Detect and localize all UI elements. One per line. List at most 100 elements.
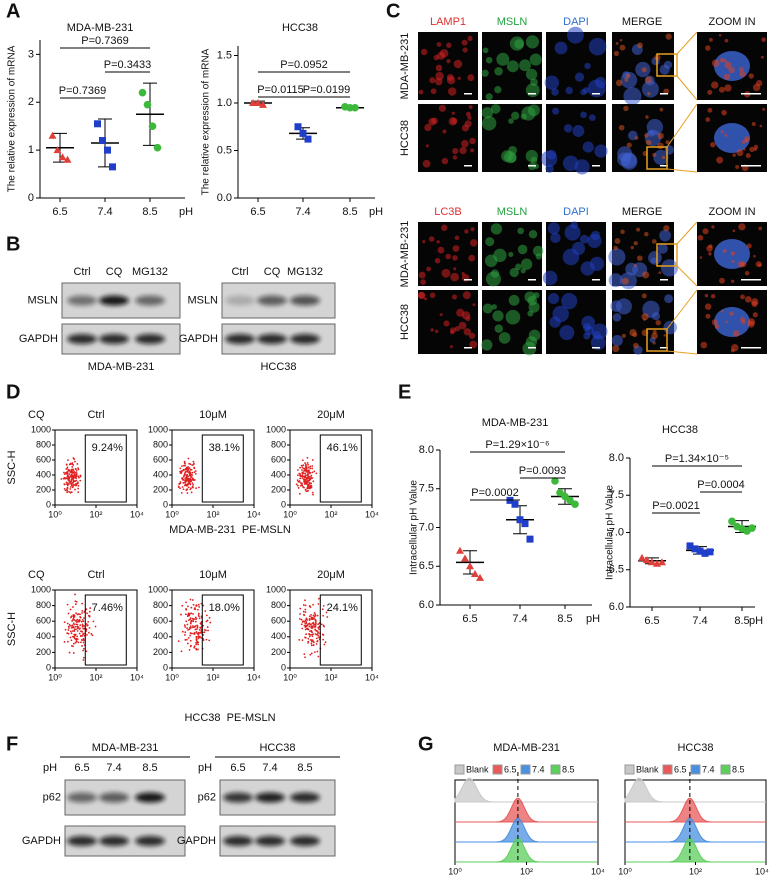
x-tick-label: 8.5 [342,206,357,218]
cell [418,291,426,299]
cell [657,243,668,254]
cell [664,294,673,304]
event [192,483,195,486]
cell [659,229,671,242]
p-value: P=1.34×10⁻⁵ [665,453,729,465]
cell [490,103,501,114]
event [197,632,200,635]
y-tick-label: 0 [46,662,51,672]
event [79,634,82,637]
event [296,469,299,471]
cell [645,76,653,84]
event [82,656,85,659]
event [69,608,72,611]
cell [435,64,443,72]
band [290,334,320,344]
event [302,604,305,606]
event [183,633,186,636]
cell [623,87,642,106]
event [69,481,71,484]
event [305,469,308,472]
legend-label: 8.5 [562,764,575,774]
cell [615,298,632,315]
cell [490,223,503,235]
event [197,614,200,616]
lane-label: 7.4 [106,762,121,774]
event [190,468,193,471]
legend-label: 6.5 [674,764,687,774]
cell [574,72,585,82]
cell [527,310,534,317]
cell [435,71,444,81]
event [193,471,196,474]
point [461,554,469,562]
event [66,622,69,625]
event [310,629,313,632]
event [190,491,193,494]
event [79,613,81,616]
cell [452,155,458,160]
event [195,648,198,651]
p-value: P=0.0952 [280,59,327,71]
cell [584,62,591,70]
event [301,627,304,630]
cell [644,133,649,138]
y-tick-label: 600 [271,454,286,464]
event [181,630,184,633]
channel-header: LAMP1 [430,16,466,28]
cell [494,67,503,76]
cell [525,336,538,348]
event [77,475,80,478]
event [309,485,312,487]
x-tick-label: 10⁴ [247,509,261,519]
event [87,631,90,634]
event [320,623,323,626]
x-tick-label: 10² [520,866,533,876]
event [196,626,199,629]
legend-swatch [520,764,531,775]
row-label: GAPDH [22,835,61,847]
cell [525,68,538,81]
y-tick-label: 6.5 [419,560,434,572]
event [197,608,199,611]
chart-title: MDA-MB-231 [482,417,549,429]
lane-label: 6.5 [230,762,245,774]
cell [744,136,750,142]
event [66,491,69,494]
cell [749,146,755,153]
treatment-label: CQ [28,409,45,421]
event [64,483,66,486]
gate [201,594,244,666]
event [301,639,304,642]
zoom-line [666,103,698,173]
event [70,626,73,629]
event [183,473,186,476]
cell [565,86,573,95]
event [316,640,318,643]
y-tick-label: 600 [271,616,286,626]
y-tick-label: 1000 [266,424,286,434]
event [193,479,196,481]
event [306,462,309,464]
event [207,629,209,632]
cell [731,279,735,283]
event [81,623,84,626]
x-tick-label: 10⁰ [618,866,632,876]
x-tick-label: 10⁰ [283,509,297,519]
event [316,637,318,640]
event [187,480,190,483]
event [192,486,194,489]
y-tick-label: 0.0 [217,192,232,204]
y-tick-label: 0 [28,192,34,204]
condition-label: Ctrl [87,409,104,421]
p-value: P=0.0021 [652,500,699,512]
channel-header: DAPI [563,206,589,218]
chart-title: HCC38 [662,424,698,436]
event [189,483,192,486]
cell [723,73,731,80]
event [315,622,317,625]
event [299,484,302,487]
event [305,633,307,636]
cell [470,227,475,232]
cell [469,340,478,349]
